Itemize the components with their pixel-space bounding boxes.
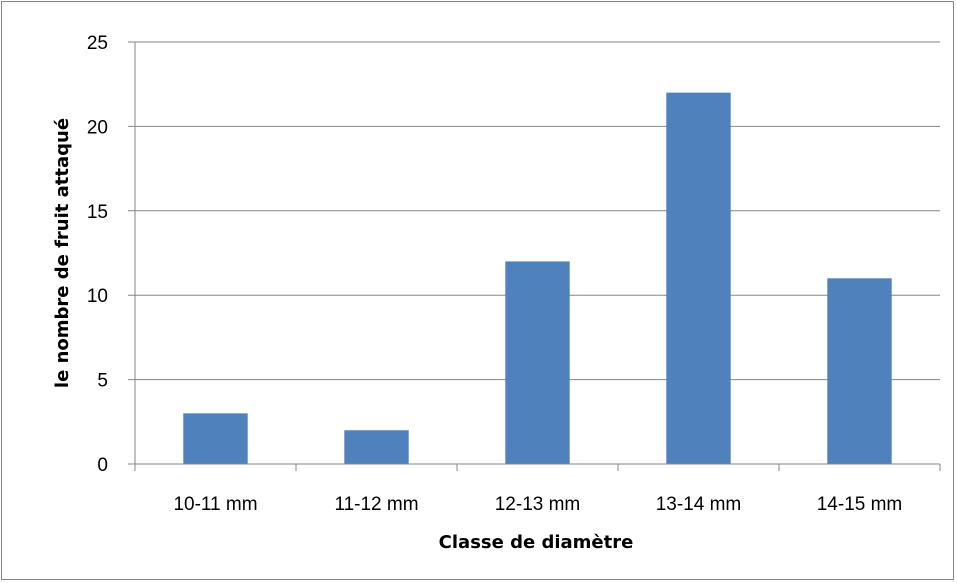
bar xyxy=(666,92,731,464)
bar xyxy=(344,430,409,464)
x-axis-title: Classe de diamètre xyxy=(439,532,634,553)
x-tick-label: 11-12 mm xyxy=(334,494,418,515)
y-tick-label: 15 xyxy=(87,202,108,223)
y-tick-label: 0 xyxy=(97,455,108,476)
y-tick-label: 25 xyxy=(87,33,108,54)
axes xyxy=(128,42,941,471)
x-tick-label: 14-15 mm xyxy=(817,494,903,515)
x-tick-label: 10-11 mm xyxy=(173,494,257,515)
y-axis-title: le nombre de fruit attaqué xyxy=(52,118,73,388)
x-tick-labels: 10-11 mm 11-12 mm 12-13 mm 13-14 mm 14-15 mm xyxy=(173,494,902,515)
bar xyxy=(505,261,570,464)
y-tick-label: 10 xyxy=(87,286,108,307)
y-tick-labels: 0 5 10 15 20 25 xyxy=(87,33,108,476)
bars xyxy=(183,92,892,464)
x-tick-label: 13-14 mm xyxy=(656,494,742,515)
y-tick-label: 20 xyxy=(87,117,108,138)
y-tick-label: 5 xyxy=(97,371,108,392)
bar xyxy=(183,413,248,464)
bar xyxy=(827,278,892,464)
x-tick-label: 12-13 mm xyxy=(495,494,581,515)
